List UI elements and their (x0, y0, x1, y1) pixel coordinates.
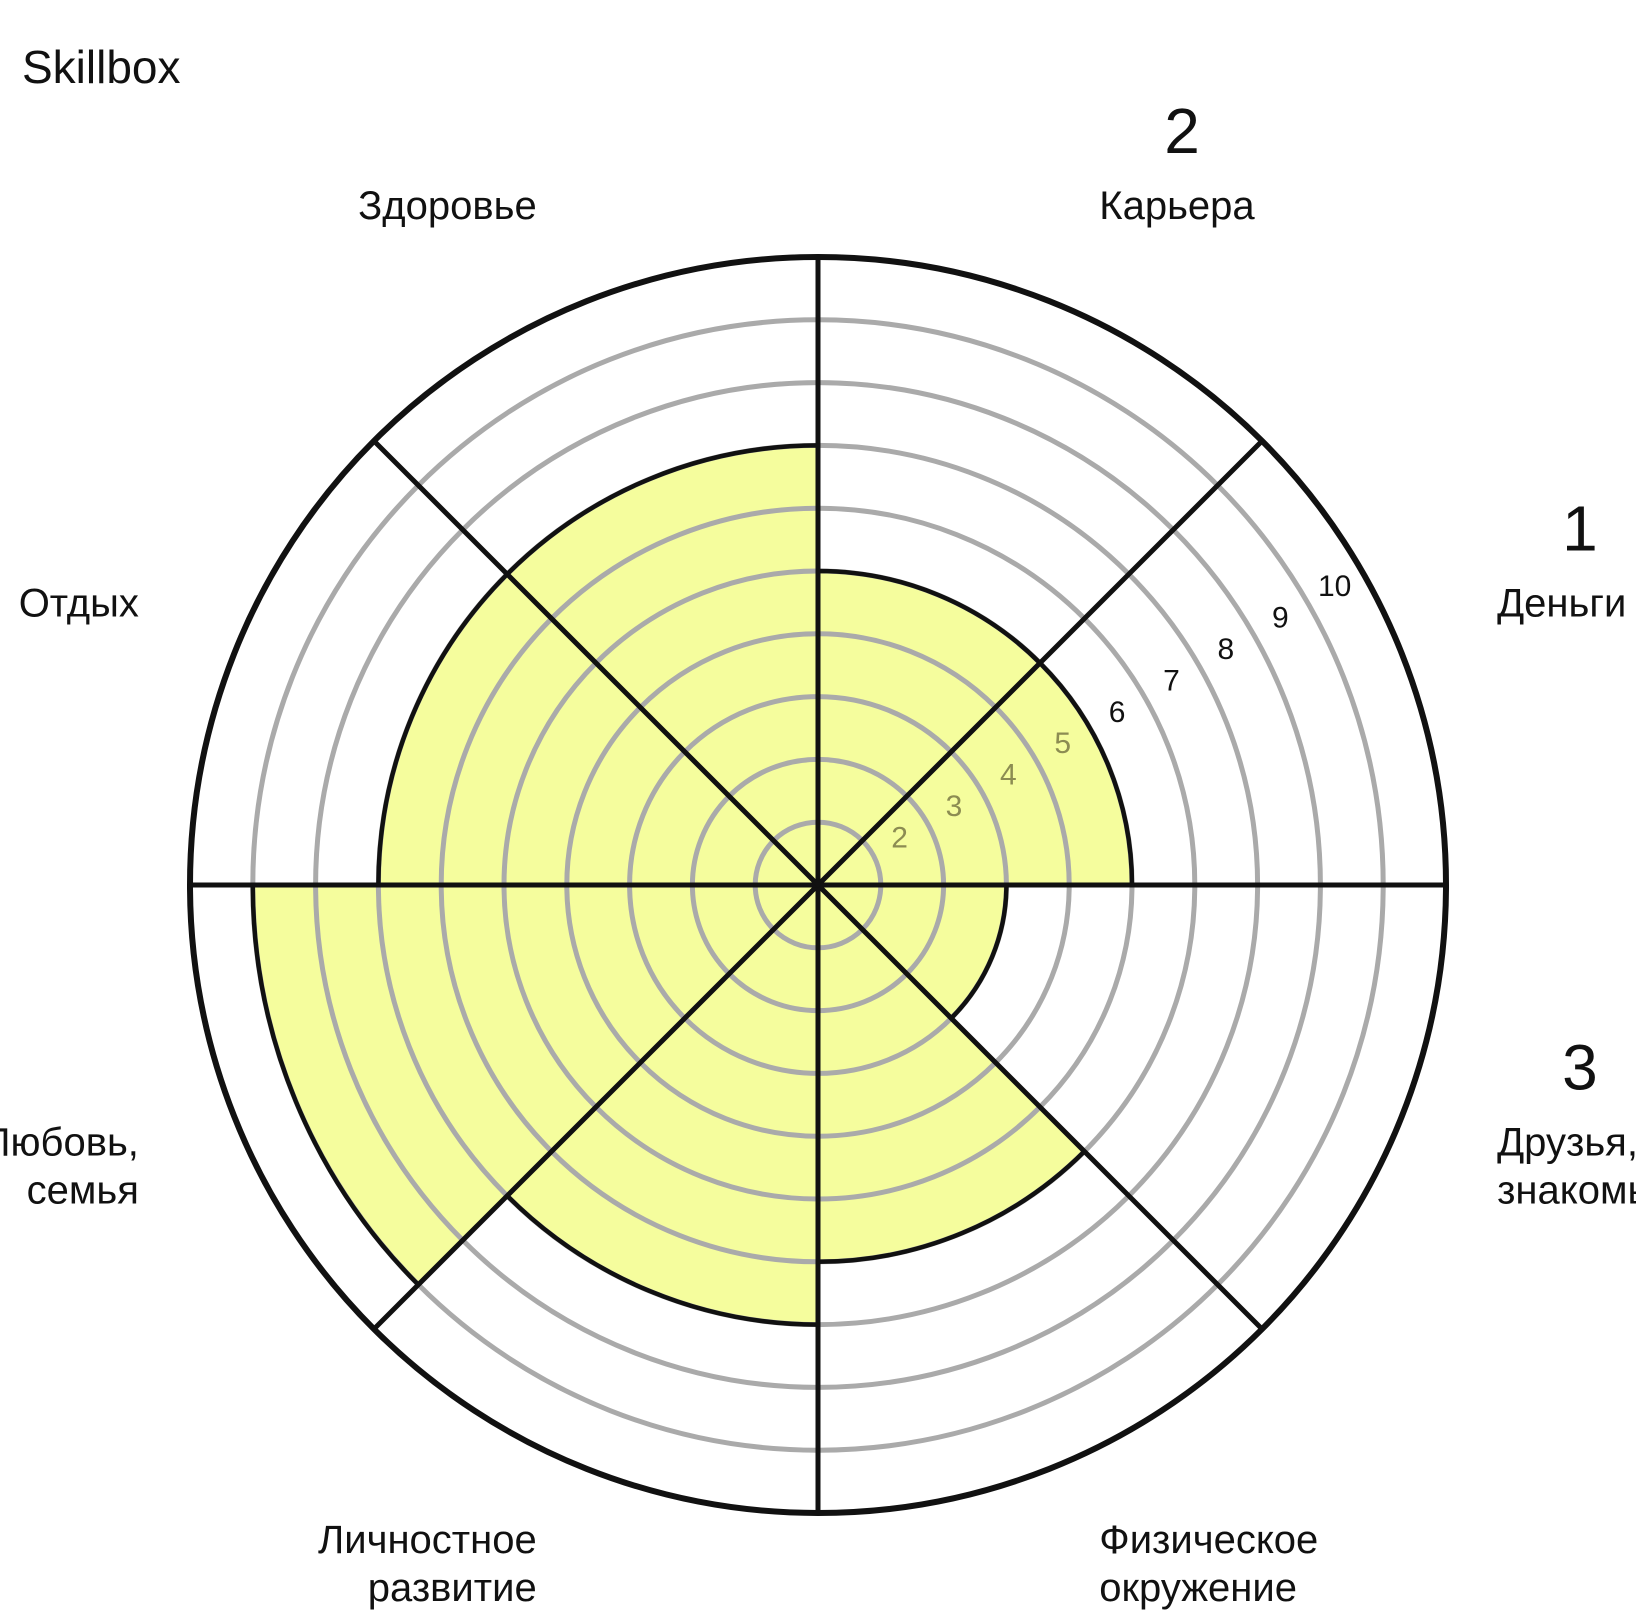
category-label-4-line-2: окружение (1099, 1566, 1297, 1610)
tick-label-3: 3 (946, 790, 963, 823)
category-label-6-line-1: Любовь, (0, 1120, 139, 1164)
sector-fill-7 (378, 574, 818, 885)
priority-marker-1: 1 (1562, 493, 1598, 565)
category-label-1-line-1: Карьера (1099, 184, 1255, 228)
tick-label-9: 9 (1272, 602, 1289, 635)
category-label-5-line-2: развитие (368, 1566, 537, 1610)
category-label-8-line-1: Здоровье (358, 184, 537, 228)
sector-outline-7 (376, 571, 821, 888)
sector-fill-6 (252, 885, 818, 1285)
category-label-5-line-1: Личностное (318, 1518, 537, 1562)
sector-outline-4 (815, 882, 1087, 1265)
tick-label-2: 2 (891, 821, 908, 854)
sector-fill-4 (818, 885, 1085, 1262)
category-label-4-line-1: Физическое (1099, 1518, 1318, 1562)
tick-label-8: 8 (1218, 633, 1235, 666)
tick-label-6: 6 (1109, 696, 1126, 729)
tick-label-10: 10 (1318, 570, 1351, 603)
category-label-7-line-1: Отдых (19, 582, 139, 626)
category-label-6-line-2: семья (27, 1168, 139, 1212)
sector-outline-6 (250, 882, 821, 1287)
sector-fill-2 (818, 663, 1132, 885)
category-label-2-line-1: Деньги (1497, 582, 1626, 626)
sector-fill-8 (507, 445, 818, 885)
tick-label-7: 7 (1163, 664, 1180, 697)
tick-label-4: 4 (1000, 759, 1017, 792)
sector-outline-2 (815, 660, 1135, 888)
sector-fill-5 (507, 885, 818, 1325)
sector-outline-5 (504, 882, 821, 1327)
sector-outline-3 (815, 882, 1009, 1021)
category-label-3-line-2: знакомые (1497, 1168, 1636, 1212)
category-label-3-line-1: Друзья, (1497, 1120, 1636, 1164)
brand-logo: Skillbox (22, 40, 181, 94)
brand-text: Skillbox (22, 41, 181, 93)
sector-fill-3 (818, 885, 1007, 1019)
priority-marker-3: 3 (1562, 1031, 1598, 1103)
sector-outline-8 (504, 443, 821, 888)
tick-label-5: 5 (1054, 727, 1071, 760)
priority-marker-2: 2 (1164, 95, 1200, 167)
sector-outline-1 (815, 568, 1043, 888)
sector-fill-1 (818, 571, 1040, 885)
